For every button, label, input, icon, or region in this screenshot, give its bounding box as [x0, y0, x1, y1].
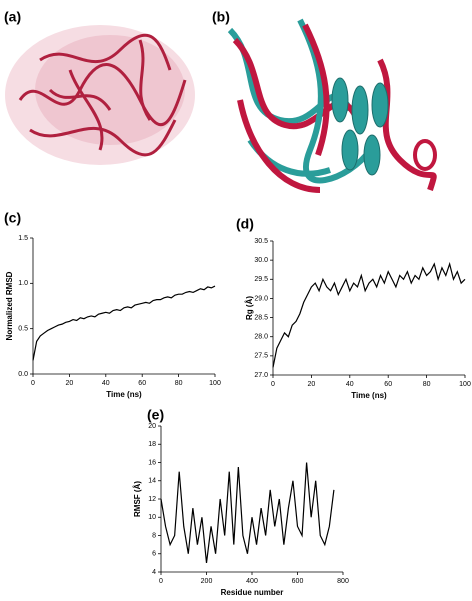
x-tick-label: 100 [459, 381, 471, 388]
y-axis-label: RMSF (Å) [133, 481, 142, 517]
x-tick-label: 800 [337, 578, 349, 585]
data-line [32, 285, 216, 361]
y-tick-label: 20 [148, 423, 156, 430]
data-line [160, 462, 335, 563]
x-axis-label: Time (ns) [351, 391, 387, 400]
y-tick-label: 1.0 [18, 280, 28, 287]
y-tick-label: 0.5 [18, 326, 28, 333]
y-tick-label: 28.0 [254, 334, 268, 341]
x-tick-label: 20 [308, 381, 316, 388]
y-tick-label: 29.0 [254, 295, 268, 302]
y-axis-label: Rg (Å) [245, 296, 254, 320]
x-tick-label: 0 [31, 380, 35, 387]
x-tick-label: 60 [138, 380, 146, 387]
x-axis-label: Time (ns) [106, 390, 142, 399]
y-tick-label: 1.5 [18, 235, 28, 242]
x-tick-label: 80 [175, 380, 183, 387]
y-tick-label: 29.5 [254, 276, 268, 283]
x-tick-label: 400 [246, 578, 258, 585]
x-tick-label: 40 [102, 380, 110, 387]
y-tick-label: 30.5 [254, 238, 268, 245]
x-tick-label: 80 [423, 381, 431, 388]
panel-label: (c) [4, 210, 21, 226]
x-tick-label: 100 [209, 380, 221, 387]
y-tick-label: 16 [148, 459, 156, 466]
x-tick-label: 200 [201, 578, 213, 585]
y-tick-label: 30.0 [254, 257, 268, 264]
y-tick-label: 0.0 [18, 371, 28, 378]
x-axis-label: Residue number [221, 588, 284, 597]
y-tick-label: 10 [148, 514, 156, 521]
panel-label: (e) [147, 407, 164, 423]
panel-label: (d) [236, 216, 254, 232]
y-tick-label: 28.5 [254, 314, 268, 321]
y-tick-label: 27.0 [254, 372, 268, 379]
panel-label: (a) [4, 9, 21, 25]
y-tick-label: 8 [152, 532, 156, 539]
protein-a [5, 25, 195, 165]
y-tick-label: 12 [148, 496, 156, 503]
y-axis-label: Normalized RMSD [5, 271, 14, 340]
y-tick-label: 18 [148, 441, 156, 448]
y-tick-label: 4 [152, 569, 156, 576]
x-tick-label: 600 [292, 578, 304, 585]
y-tick-label: 27.5 [254, 353, 268, 360]
y-tick-label: 14 [148, 478, 156, 485]
x-tick-label: 0 [159, 578, 163, 585]
x-tick-label: 0 [271, 381, 275, 388]
y-tick-label: 6 [152, 551, 156, 558]
panel-label: (b) [212, 9, 230, 25]
x-tick-label: 60 [384, 381, 392, 388]
x-tick-label: 20 [66, 380, 74, 387]
x-tick-label: 40 [346, 381, 354, 388]
protein-b [227, 18, 437, 193]
data-line [272, 261, 466, 368]
